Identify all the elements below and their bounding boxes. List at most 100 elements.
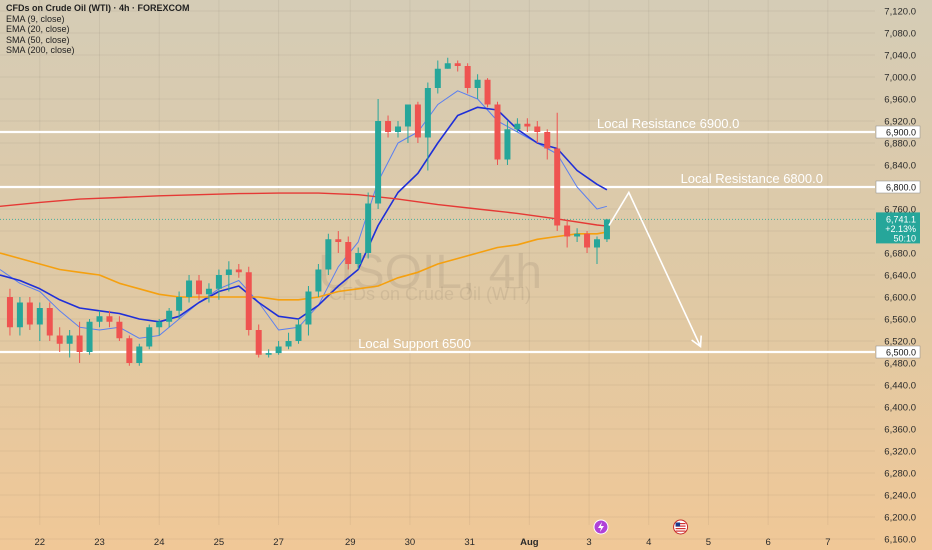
candle-27 xyxy=(275,341,282,355)
candle-29 xyxy=(295,319,302,344)
candle-body xyxy=(534,126,541,132)
y-tick-label-12: 6,640.0 xyxy=(884,271,916,282)
price-axis[interactable]: 6,160.0 6,200.0 6,240.0 6,280.0 6,320.0 6,360… xyxy=(884,7,916,546)
candle-body xyxy=(444,63,451,69)
y-tick-label-0: 6,160.0 xyxy=(884,535,916,546)
candle-body xyxy=(126,338,133,363)
candle-23 xyxy=(235,264,242,278)
candle-2 xyxy=(26,297,33,330)
candle-body xyxy=(355,253,362,264)
y-tick-label-22: 7,040.0 xyxy=(884,51,916,62)
candle-body xyxy=(116,321,123,339)
candle-55 xyxy=(554,112,561,231)
candle-body xyxy=(514,123,521,130)
y-tick-label-5: 6,360.0 xyxy=(884,425,916,436)
candle-body xyxy=(434,68,441,88)
candle-body xyxy=(265,353,272,355)
candle-body xyxy=(464,66,471,88)
candle-16 xyxy=(166,308,173,328)
legend-sma50[interactable]: SMA (50, close) xyxy=(6,34,70,45)
candle-57 xyxy=(574,228,581,242)
candle-51 xyxy=(514,118,521,132)
candle-53 xyxy=(534,121,541,143)
candle-19 xyxy=(196,275,202,300)
us-flag-icon xyxy=(673,519,689,535)
x-tick-label-6: 30 xyxy=(405,537,416,548)
x-tick-label-2: 24 xyxy=(154,537,165,548)
candle-body xyxy=(275,346,282,354)
y-tick-label-24: 7,120.0 xyxy=(884,7,916,18)
lightning-icon xyxy=(593,519,609,535)
candle-body xyxy=(156,321,163,328)
level-label-1: Local Resistance 6800.0 xyxy=(681,171,823,186)
candle-31 xyxy=(315,264,322,297)
candle-body xyxy=(46,308,53,336)
candle-body xyxy=(66,335,73,344)
level-tag-2 xyxy=(875,345,921,359)
candle-9 xyxy=(96,310,103,328)
candle-18 xyxy=(186,275,193,303)
candle-body xyxy=(136,346,143,363)
candle-46 xyxy=(464,63,471,94)
candle-body xyxy=(524,123,531,127)
candle-body xyxy=(225,269,232,275)
candle-5 xyxy=(56,327,63,352)
chart-title[interactable]: CFDs on Crude Oil (WTI) · 4h · FOREXCOM xyxy=(6,3,190,13)
y-tick-label-19: 6,920.0 xyxy=(884,117,916,128)
candle-body xyxy=(554,148,561,226)
candle-37 xyxy=(375,99,382,209)
legend-ema20[interactable]: EMA (20, close) xyxy=(6,24,70,34)
candle-body xyxy=(16,302,23,328)
candle-body xyxy=(584,233,591,248)
x-tick-label-12: 6 xyxy=(765,537,770,548)
candle-58 xyxy=(584,231,591,253)
time-axis[interactable]: 22 23 24 25 27 29 30 31 Aug 3 4 5 6 7 xyxy=(35,537,831,548)
candle-body xyxy=(196,280,202,295)
candle-4 xyxy=(46,302,53,341)
event-markers[interactable] xyxy=(593,519,689,535)
last-price-tag: 6,741.1+2.13%50:10 xyxy=(876,212,920,244)
last-price-value: 6,741.1 xyxy=(886,214,916,224)
candle-6 xyxy=(66,330,73,358)
candle-43 xyxy=(434,60,441,94)
candle-body xyxy=(395,126,401,132)
y-tick-label-18: 6,880.0 xyxy=(884,139,916,150)
candle-44 xyxy=(444,57,451,69)
candle-body xyxy=(106,316,113,322)
candle-36 xyxy=(365,192,372,259)
legend-ema9[interactable]: EMA (9, close) xyxy=(6,13,65,24)
candle-body xyxy=(494,104,501,160)
candle-21 xyxy=(215,269,222,300)
series-line-3 xyxy=(0,192,607,227)
y-tick-label-23: 7,080.0 xyxy=(884,29,916,40)
candle-body xyxy=(176,297,183,311)
candle-59 xyxy=(594,236,600,264)
candle-body xyxy=(424,88,431,138)
candle-1 xyxy=(16,297,23,336)
y-tick-label-9: 6,520.0 xyxy=(884,337,916,348)
legend-sma200[interactable]: SMA (200, close) xyxy=(6,45,75,55)
projection-path xyxy=(608,190,702,347)
watermark-name: CFDs on Crude Oil (WTI) xyxy=(329,284,531,304)
candle-body xyxy=(365,203,372,253)
candle-body xyxy=(375,121,382,204)
last-price-tag-bg xyxy=(876,212,920,244)
candle-54 xyxy=(544,129,551,160)
y-tick-label-8: 6,480.0 xyxy=(884,359,916,370)
candle-body xyxy=(484,79,491,105)
candle-body xyxy=(96,316,103,322)
candle-body xyxy=(574,233,581,237)
candle-body xyxy=(86,321,93,352)
last-price-change: +2.13% xyxy=(885,224,916,234)
candle-body xyxy=(404,104,411,127)
level-tag-text-0: 6,900.0 xyxy=(886,128,916,138)
projection-arrowhead xyxy=(691,335,702,349)
candle-body xyxy=(325,239,332,270)
candle-34 xyxy=(345,236,352,270)
candle-41 xyxy=(414,101,421,143)
candle-body xyxy=(504,129,511,160)
y-tick-label-13: 6,680.0 xyxy=(884,249,916,260)
level-tag-text-2: 6,500.0 xyxy=(886,348,916,358)
